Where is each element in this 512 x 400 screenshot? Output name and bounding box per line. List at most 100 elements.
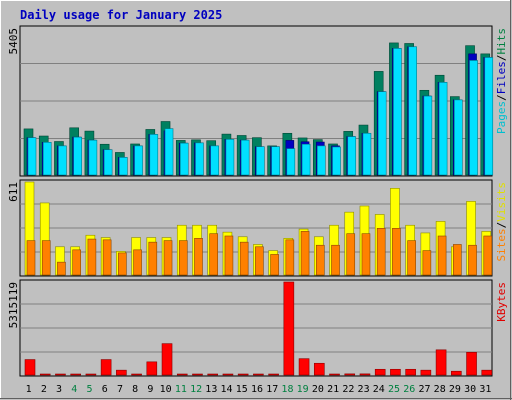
- y-max-label: 611: [7, 182, 20, 202]
- x-tick-label: 23: [358, 384, 370, 395]
- series-legend-label: KBytes: [495, 282, 508, 322]
- bar-kbytes: [420, 369, 432, 376]
- x-tick-label: 28: [434, 384, 446, 395]
- x-tick-label: 20: [312, 384, 324, 395]
- x-tick-label: 11: [175, 384, 187, 395]
- panel-kbytes: 5315119 KBytes: [7, 279, 508, 377]
- bar-kbytes: [237, 373, 249, 376]
- bar-pages: [210, 145, 220, 176]
- bar-kbytes: [207, 373, 219, 376]
- bar-pages: [469, 60, 478, 176]
- bar-sites: [57, 261, 66, 276]
- bar-sites: [148, 241, 158, 276]
- bar-pages: [240, 139, 250, 176]
- legend-text: /: [495, 222, 508, 229]
- bar-sites: [209, 233, 219, 276]
- bar-pages: [256, 146, 265, 176]
- x-tick-label: 22: [342, 384, 354, 395]
- y-max-label: 5405: [7, 28, 20, 55]
- bar-kbytes: [298, 358, 310, 376]
- bar-pages: [423, 95, 433, 176]
- bar-sites: [41, 240, 51, 276]
- bar-pages: [393, 48, 402, 176]
- bar-kbytes: [313, 362, 325, 376]
- bar-pages: [301, 143, 311, 176]
- bar-pages: [377, 91, 387, 176]
- bar-pages: [484, 57, 494, 176]
- series-legend-label: Sites/Visits: [495, 182, 508, 262]
- x-tick-label: 30: [464, 384, 476, 395]
- bar-sites: [178, 240, 188, 276]
- bar-pages: [88, 139, 98, 176]
- bar-sites: [361, 233, 371, 276]
- bar-kbytes: [374, 368, 386, 376]
- x-tick-label: 21: [327, 384, 339, 395]
- bar-pages: [164, 128, 174, 176]
- x-tick-label: 10: [160, 384, 172, 395]
- bar-kbytes: [435, 349, 447, 376]
- chart-panels: 5405Pages/Files/Hits611Sites/Visits53151…: [7, 25, 508, 395]
- bar-sites: [270, 254, 279, 276]
- x-tick-label: 9: [147, 384, 153, 395]
- bar-kbytes: [481, 369, 493, 376]
- bar-sites: [285, 239, 295, 276]
- bar-pages: [225, 139, 235, 176]
- bar-kbytes: [70, 373, 81, 376]
- bar-sites: [300, 231, 310, 276]
- bar-pages: [149, 134, 159, 176]
- y-max-label: 5315119: [7, 282, 20, 328]
- bar-kbytes: [344, 373, 356, 376]
- x-tick-label: 6: [102, 384, 108, 395]
- bar-kbytes: [283, 281, 295, 376]
- legend-text: KBytes: [495, 282, 508, 322]
- bar-pages: [362, 132, 372, 176]
- bar-kbytes: [55, 373, 66, 376]
- bar-kbytes: [24, 359, 36, 376]
- bar-sites: [118, 252, 127, 276]
- x-tick-label: 3: [56, 384, 62, 395]
- bar-pages: [42, 142, 52, 176]
- bar-sites: [437, 235, 447, 276]
- bar-sites: [133, 249, 142, 276]
- bar-pages: [286, 148, 296, 176]
- bar-sites: [163, 240, 173, 276]
- bar-sites: [483, 235, 493, 276]
- bar-kbytes: [176, 373, 188, 376]
- bar-kbytes: [85, 373, 97, 376]
- bar-kbytes: [131, 373, 142, 376]
- bar-kbytes: [405, 368, 416, 376]
- bar-pages: [438, 82, 448, 176]
- x-tick-label: 24: [373, 384, 385, 395]
- bar-kbytes: [116, 369, 127, 376]
- x-tick-label: 27: [418, 384, 430, 395]
- bar-pages: [271, 146, 280, 176]
- bar-sites: [102, 239, 112, 276]
- legend-text: /: [495, 94, 508, 101]
- bar-pages: [408, 46, 417, 176]
- bar-pages: [58, 145, 67, 176]
- x-tick-label: 19: [297, 384, 309, 395]
- x-tick-label: 2: [41, 384, 47, 395]
- bar-sites: [194, 238, 203, 276]
- bar-sites: [224, 235, 234, 276]
- legend-text: Sites: [495, 228, 508, 261]
- bar-pages: [195, 142, 204, 176]
- bar-pages: [316, 145, 326, 176]
- bar-kbytes: [192, 373, 203, 376]
- bar-kbytes: [161, 343, 173, 376]
- bar-sites: [392, 228, 401, 276]
- bar-kbytes: [466, 352, 477, 376]
- bar-sites: [72, 249, 81, 276]
- x-tick-label: 8: [132, 384, 138, 395]
- bar-pages: [134, 145, 143, 176]
- bar-sites: [468, 244, 477, 276]
- x-tick-label: 29: [449, 384, 461, 395]
- bar-pages: [103, 149, 113, 176]
- legend-text: Visits: [495, 182, 508, 222]
- bar-sites: [453, 244, 462, 276]
- bar-pages: [347, 136, 357, 176]
- bar-kbytes: [390, 368, 401, 376]
